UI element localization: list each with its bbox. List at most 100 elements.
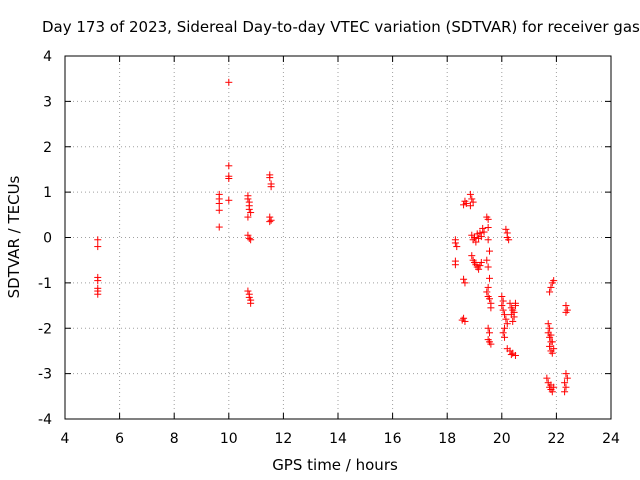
- data-point: [477, 258, 485, 266]
- x-tick-label: 22: [547, 431, 565, 447]
- data-point: [498, 292, 506, 300]
- data-point: [469, 198, 477, 206]
- data-point: [215, 206, 223, 214]
- x-axis-title: GPS time / hours: [272, 456, 398, 474]
- data-point: [484, 236, 492, 244]
- data-point: [244, 231, 252, 239]
- data-point: [546, 324, 554, 332]
- data-point: [502, 225, 510, 233]
- data-point: [451, 261, 459, 269]
- data-point: [266, 218, 274, 226]
- data-point: [484, 215, 492, 223]
- data-point: [461, 279, 469, 287]
- data-point: [266, 174, 274, 182]
- data-point: [561, 388, 569, 396]
- chart-title: Day 173 of 2023, Sidereal Day-to-day VTE…: [42, 18, 640, 36]
- data-point: [225, 78, 233, 86]
- data-point: [244, 213, 252, 221]
- data-point: [499, 306, 507, 314]
- data-point: [483, 256, 491, 264]
- data-point: [511, 299, 519, 307]
- data-point: [471, 234, 478, 241]
- data-point: [245, 234, 253, 242]
- y-tick-label: -3: [38, 367, 52, 383]
- y-tick-label: 2: [43, 140, 52, 156]
- data-point: [244, 287, 252, 295]
- data-point: [547, 331, 555, 339]
- data-point: [247, 209, 255, 217]
- data-point: [466, 190, 474, 198]
- data-point: [267, 183, 275, 191]
- x-tick-label: 16: [384, 431, 402, 447]
- data-point: [501, 333, 509, 341]
- x-tick-label: 10: [220, 431, 238, 447]
- data-point: [486, 295, 494, 303]
- data-point: [225, 196, 233, 204]
- data-point: [245, 205, 253, 213]
- data-point: [225, 175, 233, 183]
- data-point: [544, 320, 552, 328]
- data-point: [498, 302, 506, 310]
- y-tick-label: 1: [43, 185, 52, 201]
- data-point: [507, 311, 515, 319]
- data-point: [487, 304, 495, 312]
- data-point: [477, 233, 485, 241]
- data-point: [502, 315, 510, 323]
- data-point: [472, 238, 480, 246]
- data-point: [215, 223, 223, 231]
- y-tick-label: 4: [43, 49, 52, 65]
- data-point: [562, 302, 570, 310]
- y-tick-label: -4: [38, 412, 52, 428]
- data-point: [562, 370, 570, 378]
- data-point: [562, 383, 570, 391]
- data-point: [546, 288, 554, 296]
- data-point: [460, 275, 468, 283]
- data-point: [499, 329, 507, 337]
- data-point: [94, 236, 102, 244]
- data-point: [503, 320, 511, 328]
- data-point: [561, 379, 569, 387]
- x-tick-label: 18: [438, 431, 456, 447]
- data-point: [509, 317, 517, 325]
- data-point: [475, 265, 483, 273]
- data-point: [501, 324, 509, 332]
- data-point: [563, 374, 571, 382]
- x-tick-label: 24: [602, 431, 620, 447]
- x-tick-label: 14: [329, 431, 347, 447]
- data-point: [550, 345, 558, 353]
- x-tick-label: 8: [170, 431, 179, 447]
- data-point: [468, 195, 476, 203]
- data-point: [548, 349, 556, 357]
- x-tick-label: 12: [274, 431, 292, 447]
- data-point: [476, 229, 484, 237]
- data-point: [476, 262, 484, 270]
- data-point: [487, 340, 495, 348]
- data-point: [507, 351, 515, 359]
- data-point: [460, 314, 468, 322]
- data-point: [546, 342, 554, 350]
- x-tick-label: 20: [493, 431, 511, 447]
- data-point: [486, 329, 494, 337]
- data-point: [466, 202, 474, 210]
- data-point: [562, 308, 570, 316]
- data-point: [548, 388, 556, 396]
- y-tick-label: -2: [38, 321, 52, 337]
- data-point: [483, 288, 491, 296]
- data-point: [225, 162, 233, 170]
- data-point: [550, 383, 558, 391]
- data-point: [501, 311, 509, 319]
- data-point: [480, 228, 488, 236]
- data-point: [267, 216, 275, 224]
- data-point: [451, 239, 459, 247]
- data-points: [94, 78, 571, 396]
- y-tick-labels: 4 3 2 1 0 -1 -2 -3 -4: [38, 49, 52, 428]
- data-point: [453, 243, 461, 251]
- data-point: [499, 297, 507, 305]
- x-tick-label: 6: [115, 431, 124, 447]
- data-point: [547, 283, 555, 291]
- data-point: [462, 199, 470, 207]
- data-point: [543, 374, 551, 382]
- y-tick-label: -1: [38, 276, 52, 292]
- data-point: [244, 195, 252, 203]
